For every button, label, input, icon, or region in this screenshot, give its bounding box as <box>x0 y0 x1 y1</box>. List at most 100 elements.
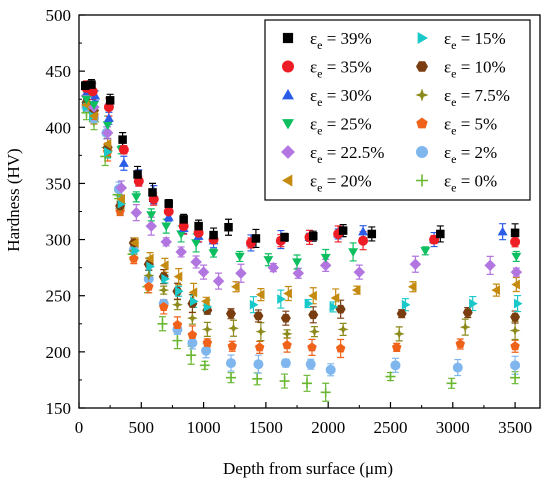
data-point <box>251 234 261 243</box>
data-point <box>131 245 141 256</box>
data-point <box>358 235 369 246</box>
data-point <box>171 299 183 311</box>
data-point <box>462 308 473 317</box>
data-point <box>133 170 142 179</box>
legend-marker <box>416 61 428 72</box>
data-point <box>348 248 359 257</box>
data-point <box>292 258 303 268</box>
data-point <box>129 253 139 263</box>
legend-marker <box>416 174 428 187</box>
data-point <box>511 279 520 290</box>
legend-marker <box>281 145 295 159</box>
data-point <box>459 321 471 333</box>
data-point <box>452 362 463 373</box>
data-point <box>393 328 405 340</box>
data-point <box>230 281 240 292</box>
legend-marker <box>282 119 294 130</box>
data-point <box>197 266 210 278</box>
data-point <box>385 371 396 382</box>
data-point <box>401 299 411 310</box>
data-point <box>130 237 139 248</box>
data-point <box>186 350 197 361</box>
data-point <box>208 249 219 259</box>
data-point <box>305 359 316 370</box>
y-axis-label: Hardness (HV) <box>4 148 23 251</box>
legend-marker <box>282 60 294 73</box>
x-tick-label: 1000 <box>187 418 221 437</box>
data-point <box>277 294 286 305</box>
data-point <box>187 330 198 340</box>
legend-entry: εe = 35% <box>310 58 372 81</box>
data-point <box>510 372 521 383</box>
y-tick-label: 350 <box>46 174 72 193</box>
data-point <box>175 246 187 258</box>
data-point <box>302 378 313 389</box>
y-tick-label: 500 <box>46 6 72 25</box>
data-point <box>146 261 156 272</box>
data-point <box>484 259 496 272</box>
legend-entry: εe = 20% <box>310 172 372 195</box>
data-point <box>118 144 129 155</box>
data-point <box>158 284 170 296</box>
data-point <box>511 252 522 262</box>
data-point <box>255 326 267 338</box>
data-point <box>249 299 259 310</box>
legend-entry: εe = 15% <box>444 29 506 52</box>
legend: εe = 39% εe = 35% εe = 30% εe = 25% εe = 22.… <box>264 19 531 201</box>
data-point <box>228 322 239 334</box>
data-point <box>81 99 91 110</box>
data-point <box>199 360 210 371</box>
x-tick-label: 2500 <box>373 418 407 437</box>
x-tick-label: 0 <box>75 418 84 437</box>
data-point <box>320 253 331 263</box>
legend-marker <box>416 146 428 158</box>
data-point <box>104 147 113 157</box>
data-point <box>179 215 188 224</box>
data-point <box>497 226 508 236</box>
data-point <box>190 296 199 307</box>
data-point <box>172 319 183 329</box>
data-point <box>283 288 292 299</box>
data-point <box>145 220 158 232</box>
y-tick-label: 200 <box>46 343 72 362</box>
data-point <box>191 239 202 248</box>
data-point <box>209 230 218 240</box>
x-tick-label: 3000 <box>436 418 470 437</box>
data-point <box>510 341 520 351</box>
legend-marker <box>416 117 428 129</box>
data-point <box>319 259 332 272</box>
legend-entry: εe = 2% <box>444 143 497 166</box>
data-point <box>102 121 113 131</box>
data-point <box>513 298 523 309</box>
data-point <box>509 325 521 337</box>
data-point <box>280 313 291 323</box>
data-point <box>255 289 265 300</box>
data-point <box>201 323 213 335</box>
legend-marker <box>417 32 428 44</box>
data-point <box>87 80 96 89</box>
data-point <box>469 298 478 309</box>
data-point <box>510 236 521 247</box>
data-point <box>186 312 198 324</box>
data-points <box>80 80 523 398</box>
data-point <box>510 266 523 278</box>
data-point <box>202 337 213 347</box>
data-point <box>224 222 233 232</box>
data-point <box>358 226 369 236</box>
data-point <box>115 182 128 194</box>
legend-box <box>264 19 531 201</box>
x-tick-label: 1500 <box>249 418 283 437</box>
data-point <box>253 311 264 321</box>
data-point <box>335 343 346 353</box>
data-point <box>308 290 317 301</box>
data-point <box>304 298 314 309</box>
legend-entry: εe = 10% <box>444 58 506 81</box>
data-point <box>491 285 501 296</box>
x-axis-ticks: 0 500 1000 1500 2000 2500 3000 3500 <box>75 402 532 437</box>
data-point <box>391 342 402 352</box>
data-point <box>226 309 237 319</box>
y-tick-label: 300 <box>46 231 72 250</box>
x-tick-label: 3500 <box>498 418 532 437</box>
data-point <box>102 139 112 150</box>
